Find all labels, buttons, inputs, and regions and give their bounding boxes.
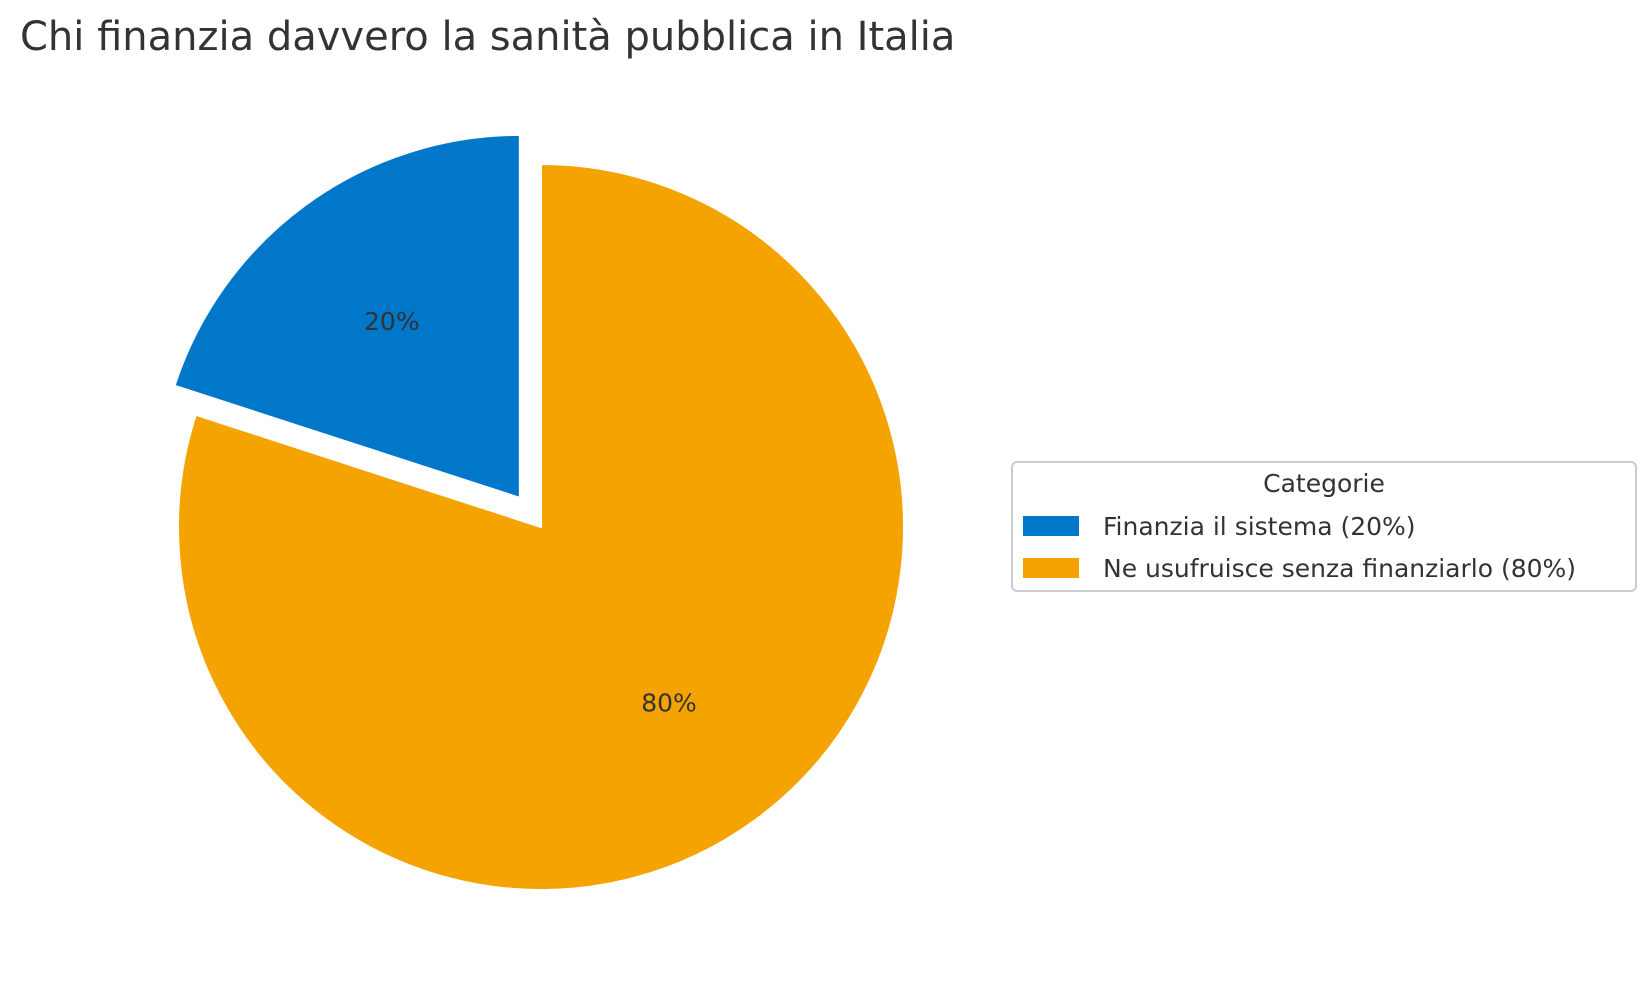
- pie-slice-usufruisce: [177, 162, 905, 891]
- legend-swatch-finanzia: [1023, 516, 1079, 536]
- slice-label-finanzia: 20%: [364, 307, 420, 336]
- legend-item-finanzia: Finanzia il sistema (20%): [1023, 511, 1416, 541]
- legend: Categorie Finanzia il sistema (20%) Ne u…: [1011, 461, 1637, 592]
- legend-title: Categorie: [1263, 469, 1385, 498]
- slice-label-usufruisce: 80%: [641, 689, 697, 718]
- legend-label-finanzia: Finanzia il sistema (20%): [1103, 511, 1416, 541]
- legend-label-usufruisce: Ne usufruisce senza finanziarlo (80%): [1103, 553, 1577, 583]
- chart-title: Chi finanzia davvero la sanità pubblica …: [20, 14, 956, 60]
- legend-swatch-usufruisce: [1023, 558, 1079, 578]
- legend-item-usufruisce: Ne usufruisce senza finanziarlo (80%): [1023, 553, 1576, 583]
- pie-slice-finanzia: [173, 133, 521, 500]
